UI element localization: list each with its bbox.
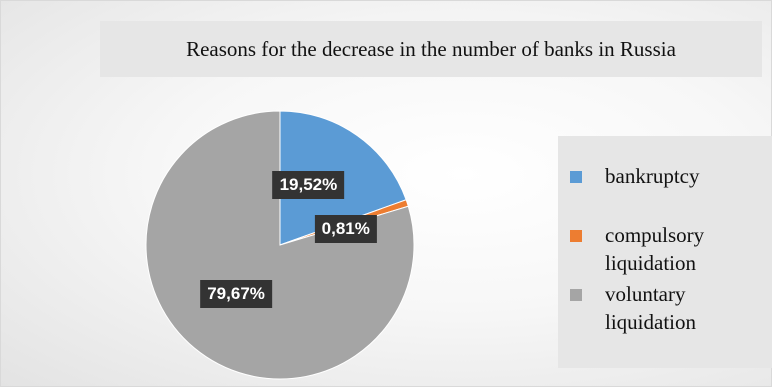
legend-item-voluntary-liquidation: voluntary liquidation [570,280,755,336]
legend-swatch-voluntary-liquidation [570,289,582,301]
legend-label-compulsory-liquidation: compulsory liquidation [605,223,705,275]
legend-swatch-bankruptcy [570,171,582,183]
data-label-bankruptcy: 19,52% [272,170,345,199]
legend: bankruptcy compulsory liquidation volunt… [558,136,772,368]
legend-item-compulsory-liquidation: compulsory liquidation [570,221,755,277]
legend-label-voluntary-liquidation: voluntary liquidation [605,282,696,334]
data-label-voluntary-liquidation: 79,67% [200,280,272,309]
chart-title: Reasons for the decrease in the number o… [186,36,676,61]
legend-item-bankruptcy: bankruptcy [570,162,755,190]
data-label-compulsory-liquidation: 0,81% [314,215,377,244]
legend-label-bankruptcy: bankruptcy [605,164,700,188]
pie-slice-voluntary-liquidation [145,110,415,380]
legend-swatch-compulsory-liquidation [570,230,582,242]
chart-title-box: Reasons for the decrease in the number o… [100,21,762,77]
